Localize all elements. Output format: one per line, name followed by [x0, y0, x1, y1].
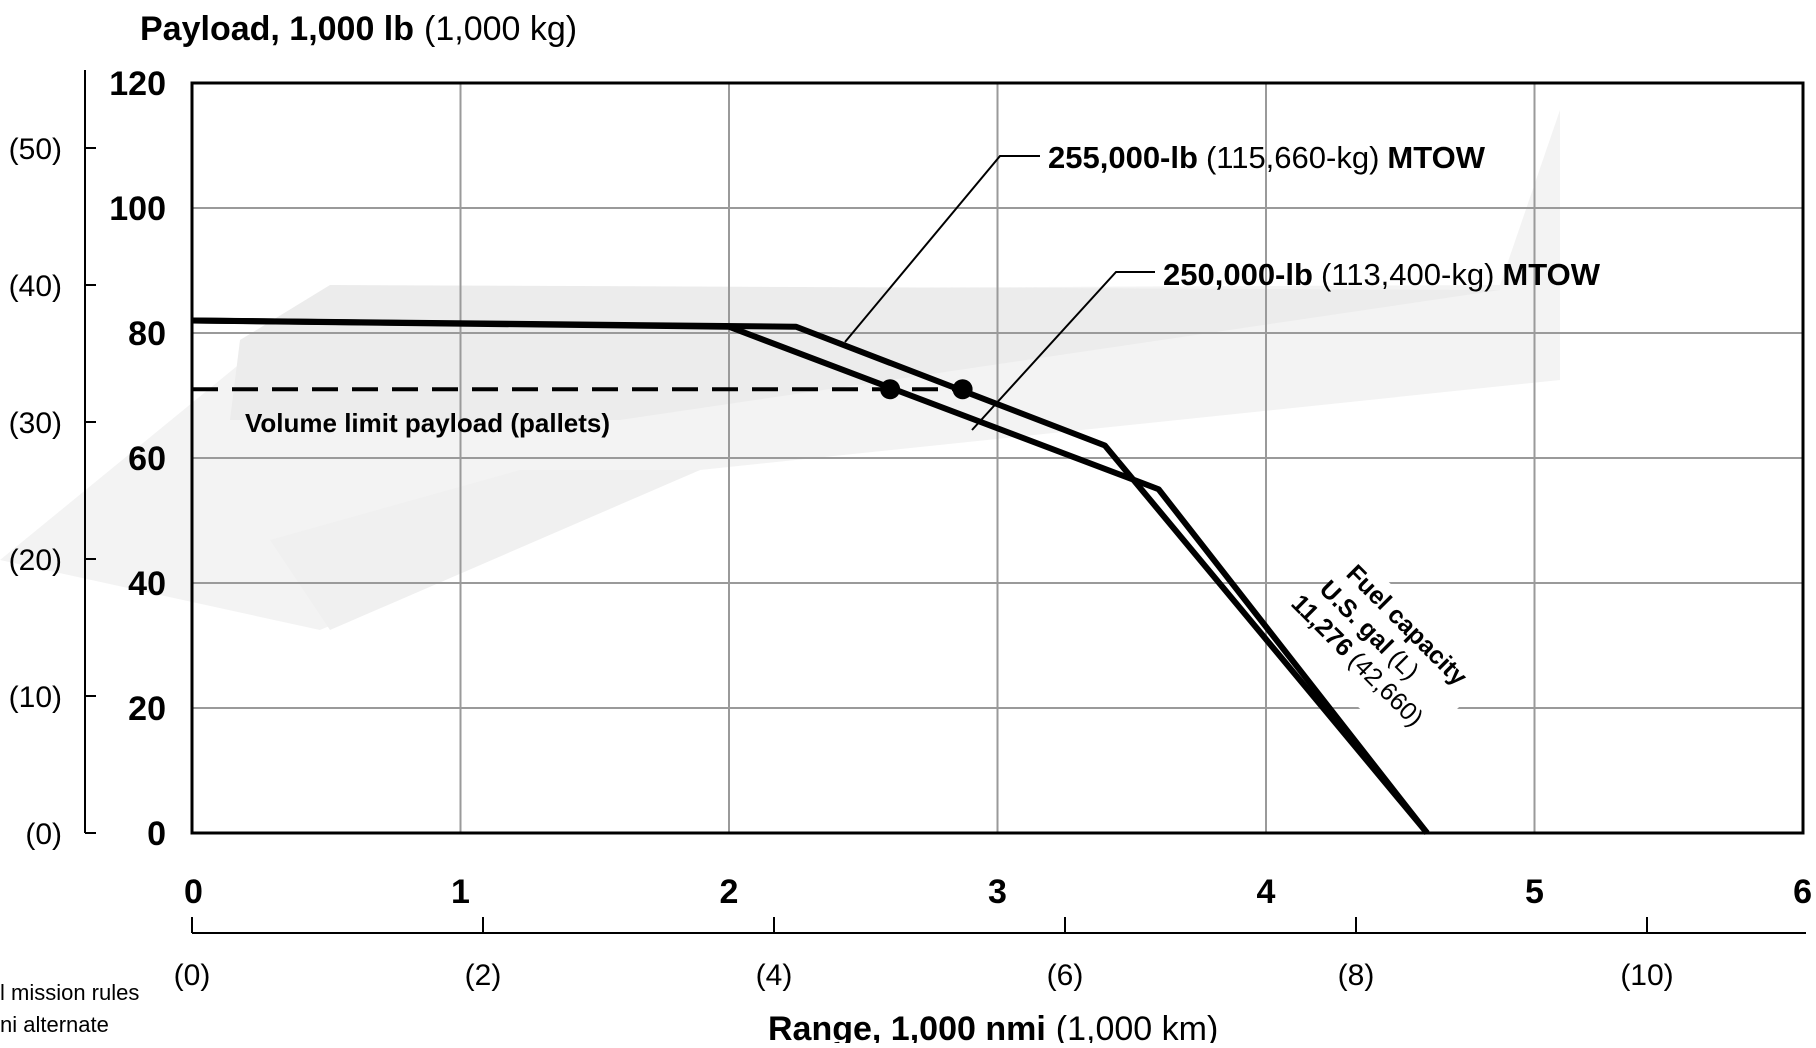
y-tick-20: 20 [128, 690, 166, 728]
series-line-1 [191, 317, 1430, 835]
series-255000-weight: 255,000-lb [1048, 140, 1198, 175]
y-axis-label-units: (1,000 kg) [424, 10, 577, 48]
secondary-x-tick-5: (10) [1620, 959, 1673, 992]
series-label-255000: 255,000-lb (115,660-kg) MTOW [1048, 140, 1486, 175]
series-label-250000: 250,000-lb (113,400-kg) MTOW [1163, 257, 1601, 292]
secondary-x-ticks: (0) (2) (4) (6) (8) (10) [174, 917, 1674, 992]
x-tick-3: 3 [988, 873, 1007, 911]
footnote-line-2: ni alternate [0, 1012, 109, 1037]
plot-frame [190, 81, 1805, 835]
secondary-x-tick-3: (6) [1047, 959, 1084, 992]
y-tick-80: 80 [128, 315, 166, 353]
secondary-x-tick-0: (0) [174, 959, 211, 992]
volume-limit-point-1 [880, 379, 901, 400]
grid-lines [191, 82, 1804, 834]
series-255000-mtow: MTOW [1387, 140, 1485, 175]
secondary-y-tick-2: (20) [9, 544, 62, 577]
x-tick-4: 4 [1257, 873, 1276, 911]
series-250000-kg: (113,400-kg) [1321, 257, 1494, 292]
secondary-y-tick-4: (40) [9, 270, 62, 303]
series-leader-lines [844, 155, 1155, 431]
x-axis-label: Range, 1,000 nmi (1,000 km) [768, 1010, 1218, 1043]
y-axis-label-bold: Payload, 1,000 lb [140, 10, 414, 48]
fuel-capacity-annotation: Fuel capacity U.S. gal(L) 11,276(42,660) [1281, 552, 1487, 758]
y-tick-40: 40 [128, 565, 166, 603]
x-axis-label-bold: Range, 1,000 nmi [768, 1010, 1046, 1043]
y-tick-labels: 0 20 40 60 80 100 120 [109, 65, 166, 853]
x-tick-5: 5 [1525, 873, 1544, 911]
volume-limit-label: Volume limit payload (pallets) [245, 408, 610, 438]
series-250000-mtow: MTOW [1502, 257, 1600, 292]
x-axis-label-units: (1,000 km) [1056, 1010, 1219, 1043]
series-250000-weight: 250,000-lb [1163, 257, 1313, 292]
secondary-x-tick-1: (2) [465, 959, 502, 992]
leader-line-255000 [844, 155, 1040, 343]
secondary-y-tick-0: (0) [25, 818, 62, 851]
secondary-y-ticks: (0) (10) (20) (30) (40) (50) [9, 133, 96, 851]
secondary-y-tick-5: (50) [9, 133, 62, 166]
series-255000-kg: (115,660-kg) [1206, 140, 1379, 175]
secondary-y-tick-1: (10) [9, 681, 62, 714]
footnote-line-1: l mission rules [0, 980, 139, 1005]
aircraft-watermark [0, 110, 1560, 630]
x-tick-1: 1 [451, 873, 470, 911]
secondary-x-tick-4: (8) [1338, 959, 1375, 992]
secondary-x-tick-2: (4) [756, 959, 793, 992]
x-tick-0: 0 [184, 873, 203, 911]
x-tick-labels: 0 1 2 3 4 5 6 [184, 873, 1812, 911]
volume-limit-point-0 [952, 379, 973, 400]
y-axis-label: Payload, 1,000 lb (1,000 kg) [140, 10, 577, 48]
y-tick-0: 0 [147, 815, 166, 853]
series-lines [191, 317, 1430, 835]
y-tick-120: 120 [109, 65, 166, 103]
y-tick-60: 60 [128, 440, 166, 478]
leader-line-250000 [971, 271, 1155, 431]
x-tick-2: 2 [720, 873, 739, 911]
x-tick-6: 6 [1793, 873, 1812, 911]
secondary-y-tick-3: (30) [9, 407, 62, 440]
y-tick-100: 100 [109, 190, 166, 228]
